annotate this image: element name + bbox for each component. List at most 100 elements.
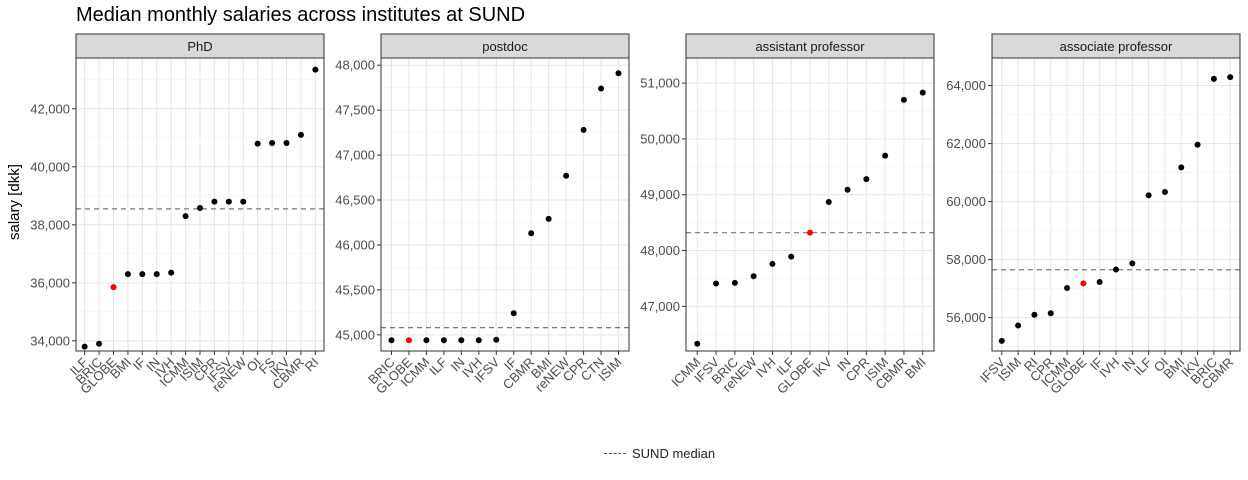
x-tick-label: IKV [809,354,835,380]
y-tick-label: 47,500 [335,103,375,118]
data-point [96,340,103,347]
data-point [731,279,738,286]
data-point [110,284,117,291]
x-tick-label: IVH [1096,355,1122,381]
data-point [1015,322,1022,329]
data-point [528,230,535,237]
data-point [211,198,218,205]
data-point [769,260,776,267]
data-point [182,213,189,220]
y-tick-label: 49,000 [640,187,680,202]
data-point [510,310,517,317]
data-point [713,280,720,287]
data-point [1161,189,1168,196]
data-point [788,253,795,260]
data-point [283,139,290,146]
data-point [1031,311,1038,318]
legend-label: SUND median [632,446,716,461]
facet-strip-label: PhD [187,39,212,54]
x-tick-label: RI [302,355,322,375]
y-tick-label: 64,000 [946,78,986,93]
data-point [405,337,412,344]
facet-strip [991,33,1241,59]
y-tick-label: 60,000 [946,194,986,209]
facet-strip-label: assistant professor [755,39,865,54]
y-tick-label: 38,000 [30,217,70,232]
facet-strip-label: postdoc [482,39,528,54]
y-tick-label: 47,000 [335,148,375,163]
y-tick-label: 51,000 [640,76,680,91]
data-point [1096,278,1103,285]
data-point [1227,74,1234,81]
data-point [863,176,870,183]
data-point [124,271,131,278]
panel-background [381,58,629,351]
data-point [1080,280,1087,287]
data-point [423,337,430,344]
y-tick-label: 58,000 [946,252,986,267]
y-tick-label: 47,000 [640,299,680,314]
y-tick-label: 40,000 [30,159,70,174]
data-point [312,66,319,73]
data-point [919,89,926,96]
data-point [475,337,482,344]
legend-dashed-line-key [604,453,626,454]
data-point [825,198,832,205]
y-tick-label: 46,000 [335,237,375,252]
chart-title: Median monthly salaries across institute… [76,4,526,26]
y-tick-label: 62,000 [946,136,986,151]
x-tick-label: BMI [902,355,929,382]
y-tick-label: 36,000 [30,275,70,290]
data-point [493,336,500,343]
data-point [615,70,622,77]
x-tick-label: ILF [1131,354,1155,378]
data-point [1178,164,1185,171]
y-tick-label: 42,000 [30,101,70,116]
y-tick-label: 45,500 [335,282,375,297]
data-point [81,343,88,350]
data-point [694,340,701,347]
data-point [598,85,605,92]
data-point [900,96,907,103]
data-point [388,337,395,344]
data-point [844,186,851,193]
data-point [807,229,813,236]
y-tick-label: 56,000 [946,310,986,325]
data-point [1210,75,1217,82]
data-point [1145,192,1152,199]
data-point [240,198,247,205]
data-point [1047,310,1054,317]
data-point [440,337,447,344]
data-point [197,204,203,211]
y-tick-label: 46,500 [335,193,375,208]
data-point [545,215,552,222]
data-point [168,269,175,276]
data-point [998,337,1005,344]
data-point [563,172,570,179]
y-tick-label: 45,000 [335,327,375,342]
legend: SUND median [604,446,715,461]
facet-strip [75,33,325,59]
data-point [750,273,757,280]
data-point [1113,266,1119,273]
data-point [1129,260,1136,267]
data-point [225,198,232,205]
data-point [580,126,587,133]
data-point [297,131,304,138]
y-tick-label: 50,000 [640,131,680,146]
x-tick-label: ILF [426,354,450,378]
data-point [458,337,465,344]
data-point [139,271,146,278]
data-point [254,140,261,147]
facet-strip-label: associate professor [1060,39,1173,54]
y-tick-label: 48,000 [335,58,375,73]
data-point [882,152,889,159]
facet-strip [685,33,935,59]
data-point [1194,141,1201,148]
y-tick-label: 48,000 [640,243,680,258]
y-tick-label: 34,000 [30,333,70,348]
data-point [153,271,160,278]
facet-strip [380,33,630,59]
data-point [269,139,276,146]
